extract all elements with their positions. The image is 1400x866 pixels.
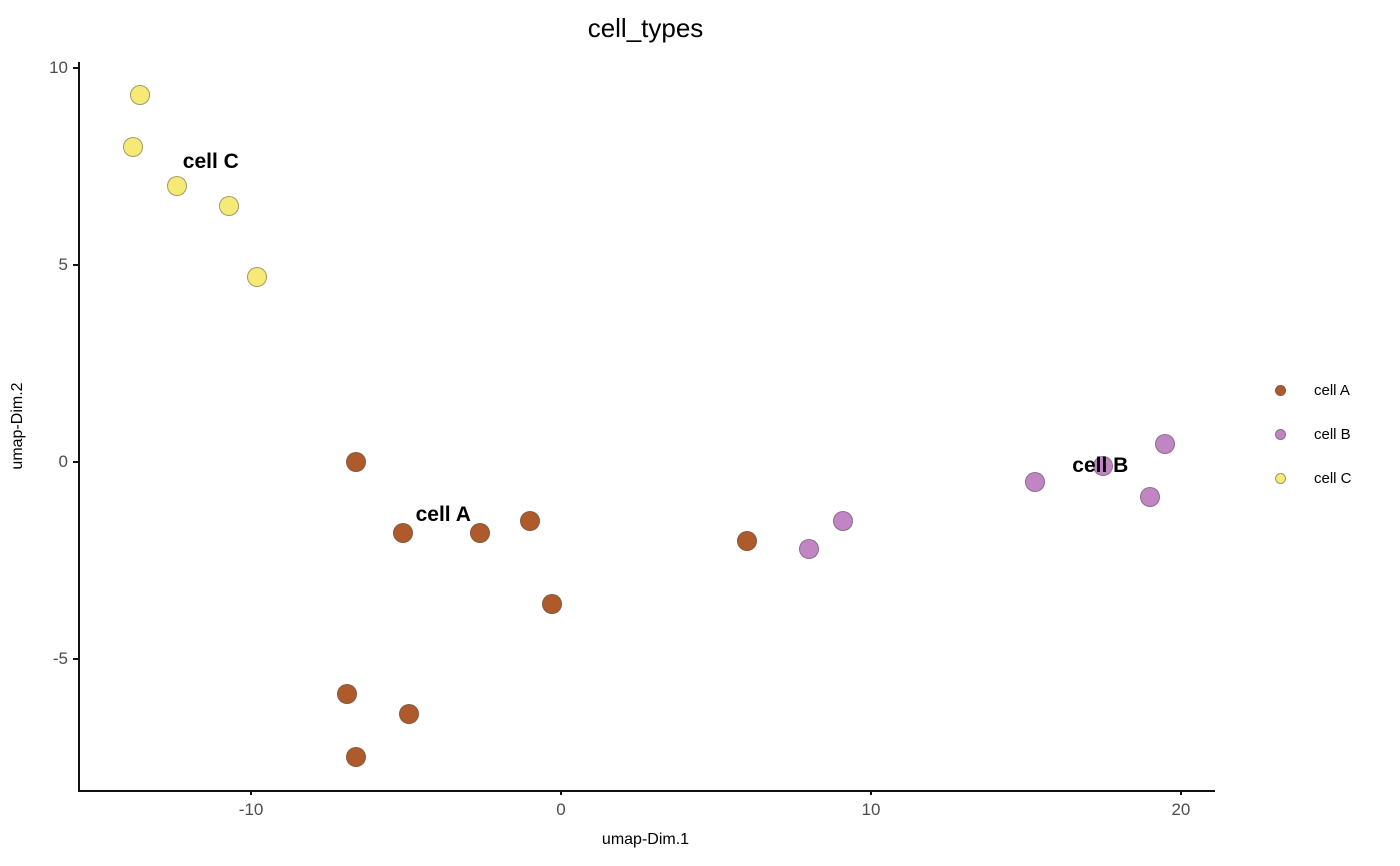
y-tick-label: 5 — [58, 254, 68, 274]
data-point — [1093, 455, 1114, 476]
x-tick-label: -10 — [238, 800, 264, 819]
y-tick-label: -5 — [52, 648, 68, 668]
data-point — [129, 85, 150, 106]
x-tick-label: 10 — [861, 800, 881, 819]
y-tick-mark — [73, 657, 78, 660]
x-tick-mark — [560, 790, 563, 795]
legend-label-cell-b: cell B — [1314, 425, 1351, 443]
y-tick-label: 0 — [58, 451, 68, 471]
legend-label-cell-a: cell A — [1314, 381, 1350, 399]
cluster-label: cell A — [415, 503, 471, 527]
y-tick-label: 10 — [49, 57, 68, 77]
data-point — [346, 747, 367, 768]
legend-label-cell-c: cell C — [1314, 469, 1352, 487]
x-axis-title: umap-Dim.1 — [601, 831, 690, 848]
x-tick-mark — [1179, 790, 1182, 795]
data-point — [346, 451, 367, 472]
data-point — [166, 176, 187, 197]
data-point — [541, 593, 562, 614]
data-point — [337, 684, 358, 705]
data-point — [470, 522, 491, 543]
data-point — [247, 266, 268, 287]
data-point — [736, 530, 757, 551]
x-tick-mark — [869, 790, 872, 795]
cluster-label: cell C — [182, 150, 239, 174]
data-point — [392, 522, 413, 543]
data-point — [399, 703, 420, 724]
legend: cell A cell B cell C — [1263, 368, 1352, 500]
legend-dot-cell-b — [1275, 428, 1286, 440]
x-tick-mark — [250, 790, 253, 795]
y-axis-title: umap-Dim.2 — [9, 382, 26, 470]
data-point — [123, 136, 144, 157]
y-tick-mark — [73, 460, 78, 463]
legend-item-cell-b: cell B — [1263, 412, 1352, 456]
data-point — [1155, 434, 1176, 455]
y-tick-mark — [73, 66, 78, 69]
x-tick-label: 20 — [1171, 800, 1191, 819]
data-point — [1025, 471, 1046, 492]
data-point — [798, 538, 819, 559]
cluster-label: cell B — [1072, 453, 1129, 477]
data-point — [833, 510, 854, 531]
legend-item-cell-a: cell A — [1263, 368, 1352, 412]
data-point — [520, 510, 541, 531]
legend-dot-cell-c — [1275, 472, 1286, 484]
data-point — [1139, 487, 1160, 508]
data-point — [219, 195, 240, 216]
y-tick-mark — [73, 263, 78, 266]
chart-title: cell_types — [587, 13, 704, 43]
legend-item-cell-c: cell C — [1263, 456, 1352, 500]
legend-dot-cell-a — [1275, 384, 1286, 396]
plot-panel: -10 0 10 20 10 5 0 -5 cell A cell B cell C — [49, 58, 1215, 819]
x-tick-label: 0 — [556, 800, 566, 819]
